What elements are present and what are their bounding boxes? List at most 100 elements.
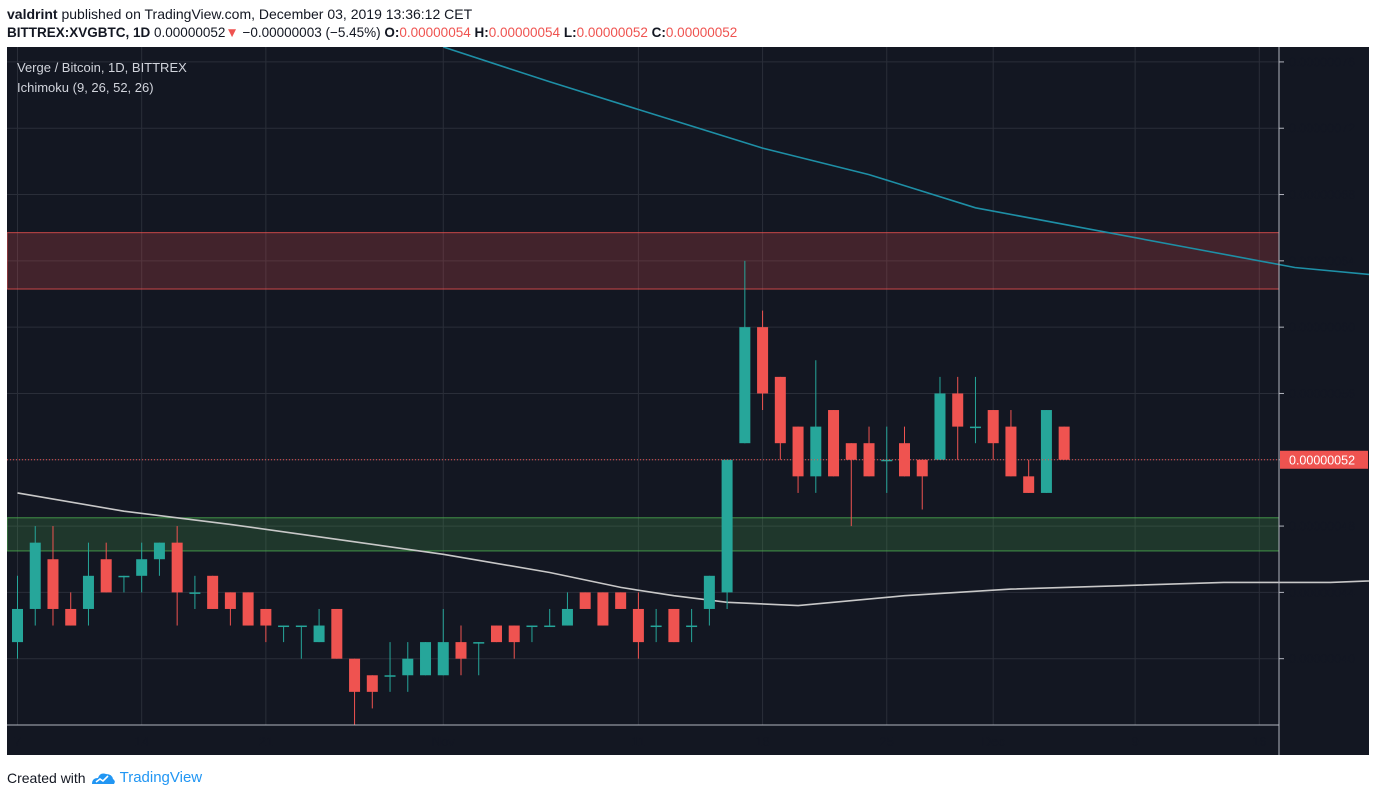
legend-indicator: Ichimoku (9, 26, 52, 26)	[17, 80, 154, 95]
candle-body	[349, 658, 361, 692]
candle	[402, 642, 414, 692]
candle-body	[1023, 476, 1035, 493]
candle	[47, 526, 59, 626]
tradingview-logo-icon	[91, 773, 115, 784]
price-tick-label: 0.00000064	[1289, 254, 1355, 268]
candle	[207, 575, 219, 609]
time-tick-label: 18	[755, 734, 769, 749]
last-price-tag	[1280, 450, 1368, 469]
candle	[810, 360, 822, 493]
candle	[1040, 410, 1052, 493]
candle	[916, 459, 928, 510]
candle	[136, 542, 148, 593]
candle-body	[987, 410, 999, 444]
candle	[100, 542, 112, 593]
price-axis[interactable]: 0.00000040 0.00000044 0.00000048 0.00000052…	[1279, 55, 1355, 666]
open-value: 0.00000054	[399, 25, 471, 40]
chart-background	[7, 47, 1369, 755]
candles	[12, 260, 1070, 725]
candle-body	[597, 592, 609, 626]
candle-body	[437, 642, 449, 676]
candle-body	[100, 559, 112, 593]
tradingview-brand[interactable]: TradingView	[119, 769, 203, 786]
candle	[561, 592, 573, 626]
candle	[845, 443, 857, 527]
created-with-text: Created with	[7, 769, 86, 786]
candle-body	[224, 592, 236, 609]
symbol-label: BITTREX:XVGBTC, 1D	[7, 25, 151, 40]
candle-body	[863, 443, 875, 477]
time-tick-label: Nov	[432, 734, 456, 749]
candle-body	[579, 592, 591, 609]
candle-body	[508, 625, 520, 643]
axes	[7, 47, 1280, 755]
candle	[331, 608, 343, 659]
price-tick-label: 0.00000040	[1289, 652, 1355, 666]
candle	[420, 642, 432, 676]
candle	[615, 592, 627, 609]
candle-body	[916, 459, 928, 477]
candle-body	[295, 625, 307, 628]
candle	[668, 608, 680, 643]
candle	[597, 592, 609, 626]
candle	[739, 260, 751, 444]
candle	[366, 675, 378, 709]
candle	[508, 625, 520, 659]
candle	[579, 592, 591, 609]
last-price-marker: 0.00000052	[7, 450, 1368, 469]
price-tick-label: 0.00000060	[1289, 321, 1355, 335]
candle-body	[207, 575, 219, 609]
candle-body	[384, 675, 396, 677]
ichimoku-grey-line	[17, 492, 1369, 607]
footer: Created with TradingView	[7, 769, 202, 786]
price-chart[interactable]: 0.00000040 0.00000044 0.00000048 0.00000052…	[7, 47, 1369, 755]
candle-body	[118, 575, 130, 578]
candle-body	[473, 642, 485, 644]
candle	[82, 542, 94, 626]
time-tick-label: 9	[1132, 734, 1139, 749]
candle-body	[47, 559, 59, 609]
candle	[987, 410, 999, 460]
candle	[544, 608, 556, 628]
candle-body	[792, 426, 804, 477]
price-tick-label: 0.00000072	[1289, 122, 1355, 136]
candle-body	[721, 459, 733, 593]
time-tick-label: Dec	[982, 734, 1006, 749]
time-tick-label: 7	[14, 734, 21, 749]
candle-body	[331, 608, 343, 659]
candle	[224, 592, 236, 626]
candle-body	[1005, 426, 1017, 477]
ichimoku-teal-line	[443, 47, 1369, 276]
low-label: L:	[563, 25, 577, 40]
candle	[12, 575, 23, 659]
candle	[295, 625, 307, 659]
last-price-tag-label: 0.00000052	[1289, 453, 1355, 467]
candle	[686, 608, 698, 643]
candle-body	[278, 625, 290, 628]
candle-body	[969, 426, 981, 429]
candle	[828, 410, 840, 477]
open-label: O:	[384, 25, 400, 40]
candle-body	[632, 608, 644, 643]
candle	[349, 658, 361, 725]
author-name[interactable]: valdrint	[7, 6, 58, 22]
candle-body	[650, 625, 662, 628]
candle	[863, 426, 875, 477]
price-tick-label: 0.00000044	[1289, 586, 1355, 600]
last-price: 0.00000052	[154, 25, 226, 40]
candle-body	[952, 393, 964, 427]
candle	[473, 642, 485, 676]
candle	[934, 376, 946, 460]
candle	[1058, 426, 1070, 460]
close-value: 0.00000052	[665, 25, 738, 40]
candle	[384, 642, 396, 692]
candle-body	[544, 625, 556, 628]
price-change: −0.00000003 (−5.45%)	[242, 25, 381, 40]
high-value: 0.00000054	[488, 25, 561, 40]
time-axis[interactable]: 7 14 21 Nov 11 18 25 Dec 9 16	[14, 734, 1267, 749]
support-zone	[7, 517, 1280, 552]
candle	[189, 575, 201, 609]
time-tick-label: 21	[259, 734, 273, 749]
candle-body	[12, 608, 23, 643]
time-tick-label: 16	[1252, 734, 1266, 749]
